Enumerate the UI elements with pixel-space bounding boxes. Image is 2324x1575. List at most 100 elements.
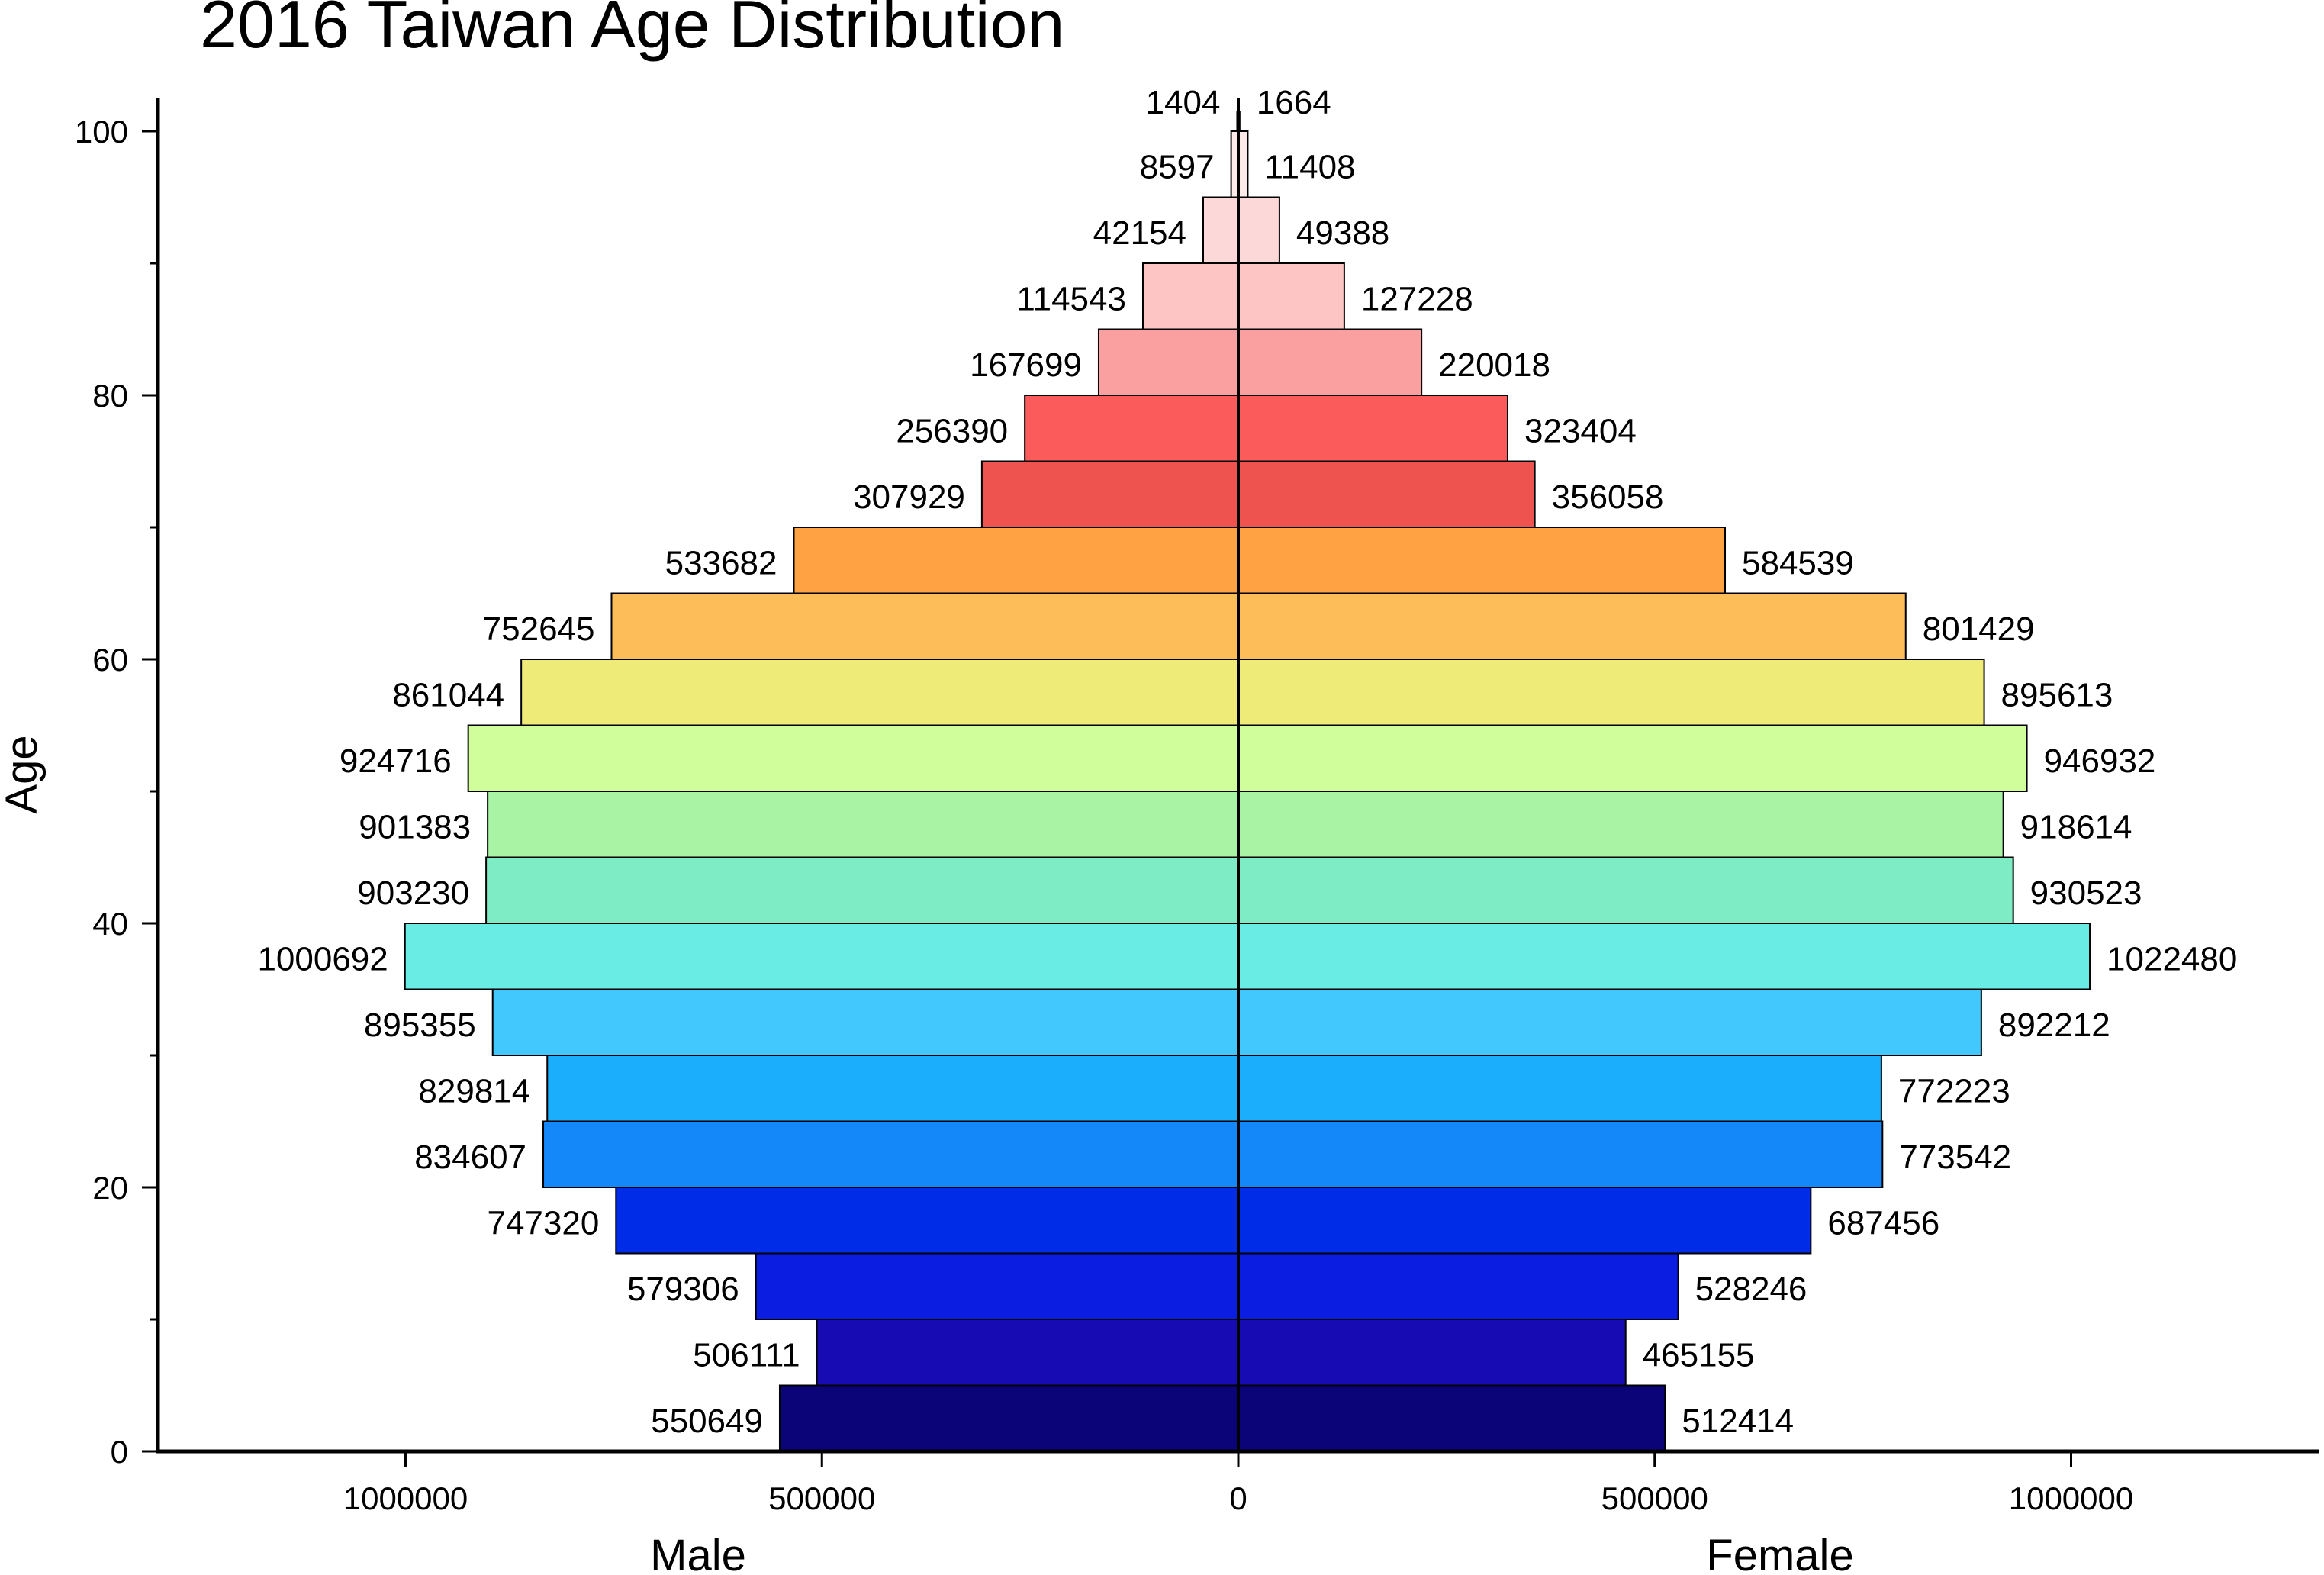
x-axis-ticks: 1000000 500000 0 500000 1000000 — [343, 1451, 2134, 1516]
value-label-male-10: 579306 — [627, 1271, 739, 1308]
bar-female-35 — [1238, 923, 2091, 990]
value-label-female-10: 528246 — [1695, 1271, 1807, 1308]
bars-group — [404, 111, 2091, 1452]
value-label-female-80: 220018 — [1438, 346, 1550, 384]
x-tick-label-3: 500000 — [1601, 1480, 1708, 1516]
value-label-female-90: 49388 — [1296, 214, 1389, 252]
bar-male-90 — [1202, 196, 1239, 264]
value-label-male-40: 903230 — [357, 874, 469, 912]
bar-female-65 — [1238, 527, 1727, 594]
x-tick-label-4: 1000000 — [2009, 1480, 2134, 1516]
bar-female-70 — [1238, 460, 1536, 528]
y-tick-label-0: 0 — [111, 1434, 128, 1470]
y-tick-label-20: 20 — [92, 1170, 128, 1206]
y-axis-ticks: 0 20 40 60 80 100 — [75, 114, 158, 1470]
value-label-male-25: 829814 — [418, 1072, 530, 1110]
y-tick-label-60: 60 — [92, 642, 128, 678]
value-label-female-5: 465155 — [1643, 1336, 1755, 1374]
value-label-female-55: 895613 — [2001, 676, 2113, 713]
y-axis-label: Age — [0, 735, 47, 813]
value-label-male-20: 834607 — [414, 1139, 526, 1176]
bar-male-40 — [485, 856, 1239, 924]
value-label-female-0: 512414 — [1682, 1403, 1794, 1440]
value-label-female-100: 1664 — [1257, 84, 1331, 121]
chart-title: 2016 Taiwan Age Distribution — [200, 0, 1064, 62]
bar-male-65 — [793, 527, 1239, 594]
bar-male-60 — [610, 592, 1239, 660]
bar-female-5 — [1238, 1319, 1627, 1387]
bar-female-55 — [1238, 659, 1985, 726]
value-label-female-50: 946932 — [2044, 742, 2156, 780]
bar-male-0 — [778, 1384, 1239, 1452]
value-label-female-15: 687456 — [1827, 1204, 1939, 1242]
value-label-male-30: 895355 — [364, 1007, 476, 1044]
y-tick-label-40: 40 — [92, 906, 128, 942]
bar-male-25 — [546, 1055, 1239, 1122]
bar-male-50 — [467, 724, 1239, 792]
bar-male-75 — [1024, 395, 1239, 462]
bar-female-25 — [1238, 1055, 1882, 1122]
value-label-male-100: 1404 — [1146, 84, 1221, 121]
bar-male-10 — [755, 1252, 1239, 1320]
value-label-male-80: 167699 — [970, 346, 1082, 384]
bar-female-45 — [1238, 791, 2004, 858]
value-label-male-45: 901383 — [359, 808, 471, 845]
value-label-male-90: 42154 — [1093, 214, 1186, 252]
bar-female-0 — [1238, 1384, 1666, 1452]
x-axis-label-female: Female — [1706, 1531, 1853, 1575]
bar-male-55 — [520, 659, 1239, 726]
x-tick-label-1: 500000 — [768, 1480, 875, 1516]
value-label-male-65: 533682 — [665, 544, 777, 581]
bar-male-35 — [404, 923, 1240, 990]
bar-female-50 — [1238, 724, 2028, 792]
bar-male-30 — [491, 988, 1239, 1056]
value-label-female-25: 772223 — [1898, 1072, 2010, 1110]
bar-male-45 — [487, 791, 1239, 858]
bar-male-80 — [1097, 328, 1239, 396]
value-label-female-95: 11408 — [1264, 148, 1355, 185]
y-tick-label-100: 100 — [75, 114, 128, 150]
bar-male-85 — [1141, 262, 1239, 330]
value-label-female-65: 584539 — [1742, 544, 1854, 581]
value-label-male-85: 114543 — [1016, 280, 1126, 317]
y-tick-label-80: 80 — [92, 378, 128, 414]
bar-female-80 — [1238, 328, 1423, 396]
value-label-male-5: 506111 — [693, 1336, 800, 1374]
value-label-female-70: 356058 — [1552, 478, 1664, 516]
bar-female-90 — [1238, 196, 1280, 264]
value-label-male-75: 256390 — [896, 412, 1008, 449]
value-label-female-60: 801429 — [1923, 610, 2035, 648]
value-label-male-50: 924716 — [340, 742, 452, 780]
bar-female-60 — [1238, 592, 1907, 660]
value-labels-group: 550649 512414 506111 465155 579306 528246 7473… — [257, 84, 2237, 1440]
bar-male-15 — [615, 1187, 1239, 1255]
bar-male-70 — [980, 460, 1239, 528]
bar-male-20 — [542, 1120, 1239, 1188]
value-label-male-95: 8597 — [1140, 148, 1215, 185]
bar-female-20 — [1238, 1120, 1884, 1188]
value-label-female-35: 1022480 — [2107, 940, 2237, 978]
x-tick-label-0: 1000000 — [343, 1480, 468, 1516]
bar-female-75 — [1238, 395, 1508, 462]
bar-female-10 — [1238, 1252, 1679, 1320]
x-tick-label-2: 0 — [1229, 1480, 1247, 1516]
bar-female-15 — [1238, 1187, 1812, 1255]
value-label-female-85: 127228 — [1361, 280, 1473, 317]
bar-female-30 — [1238, 988, 1982, 1056]
value-label-female-20: 773542 — [1899, 1139, 2011, 1176]
value-label-male-55: 861044 — [392, 676, 504, 713]
bar-female-40 — [1238, 856, 2014, 924]
value-label-female-45: 918614 — [2020, 808, 2132, 845]
value-label-female-30: 892212 — [1998, 1007, 2110, 1044]
bar-male-5 — [816, 1319, 1239, 1387]
value-label-male-60: 752645 — [483, 610, 595, 648]
value-label-female-40: 930523 — [2030, 874, 2142, 912]
bar-female-85 — [1238, 262, 1345, 330]
value-label-male-15: 747320 — [487, 1204, 599, 1242]
x-axis-label-male: Male — [650, 1531, 746, 1575]
value-label-male-35: 1000692 — [257, 940, 388, 978]
value-label-female-75: 323404 — [1524, 412, 1637, 449]
value-label-male-70: 307929 — [853, 478, 965, 516]
value-label-male-0: 550649 — [651, 1403, 763, 1440]
